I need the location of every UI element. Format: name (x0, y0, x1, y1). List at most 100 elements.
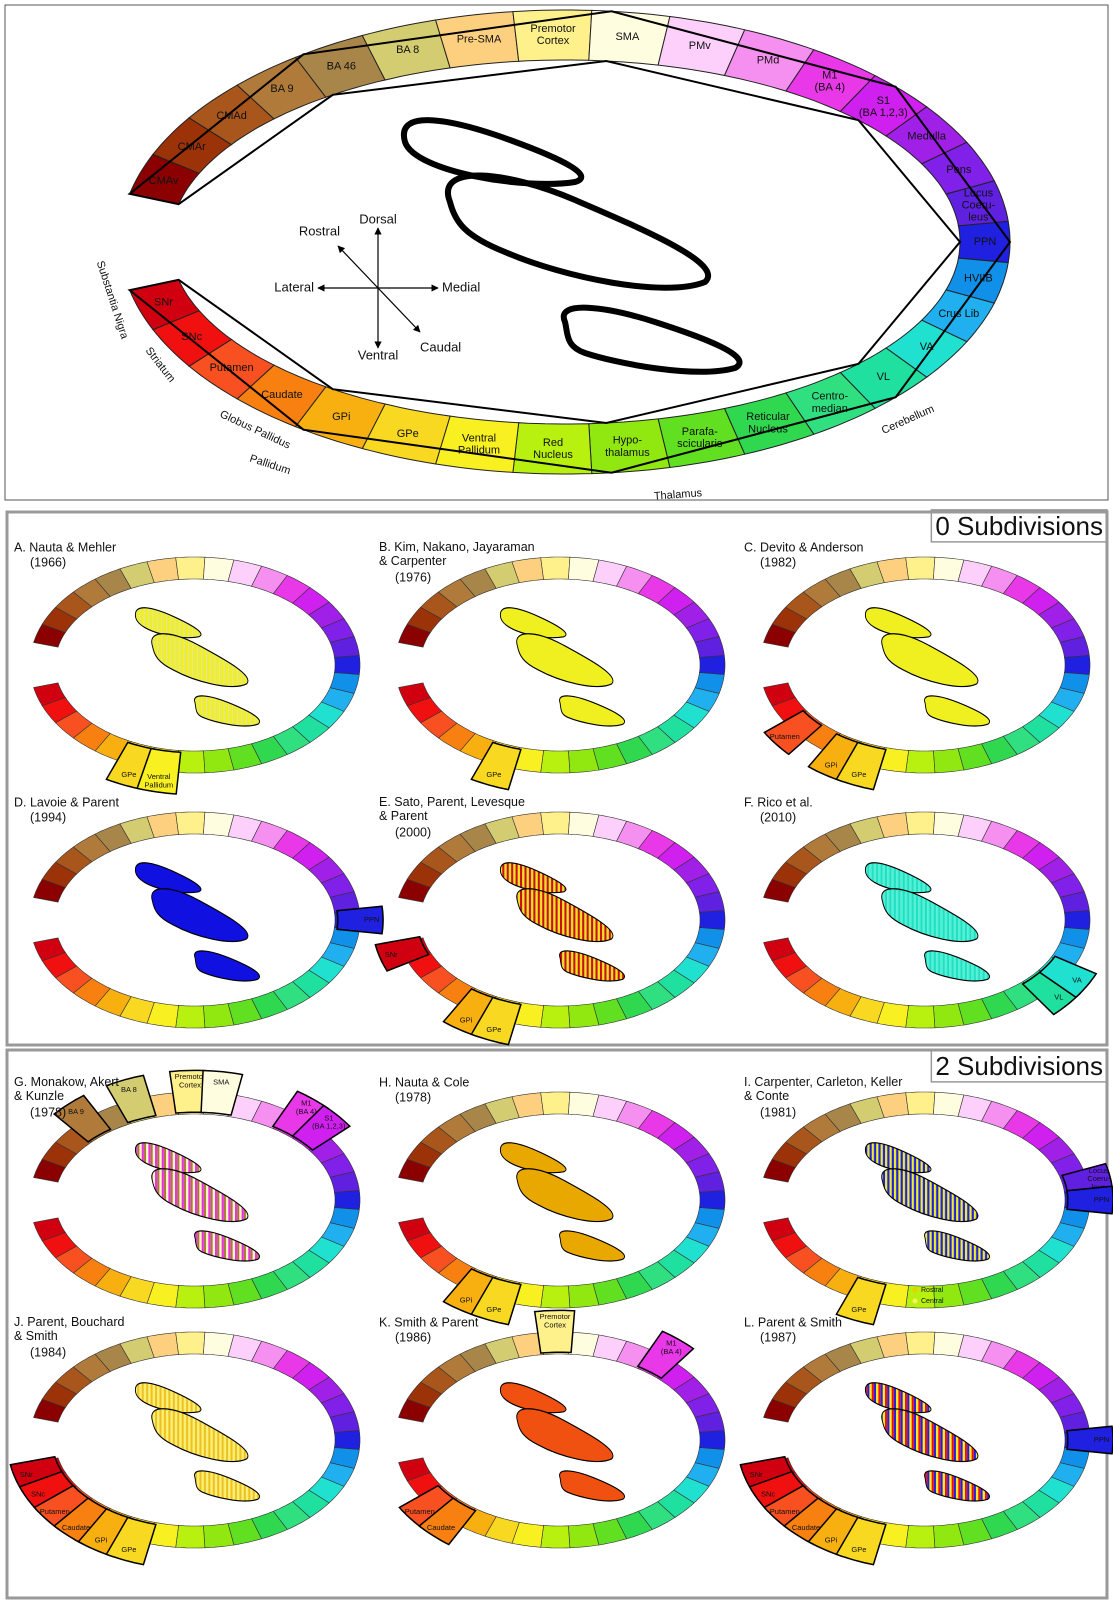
study-title: C. Devito & Anderson (744, 540, 864, 554)
segment-label: SNr (154, 297, 173, 309)
nucleus (135, 862, 202, 894)
highlight-label: SNc (31, 1489, 45, 1498)
highlight-label: Caudate (792, 1523, 820, 1532)
highlight-segment (105, 1074, 157, 1124)
ring-segment (905, 1525, 936, 1549)
segment-label: Premotor Cortex (530, 23, 576, 47)
nucleus (500, 1142, 567, 1174)
nucleus (151, 1408, 249, 1462)
segment-label: GPe (397, 428, 419, 440)
study-title: J. Parent, Bouchard & Smith (14, 1315, 125, 1343)
main-frame (4, 4, 1109, 501)
highlight-segment (77, 1507, 134, 1558)
ring-segment (540, 1285, 571, 1309)
highlight-label: BA 8 (121, 1085, 137, 1094)
segment-label: BA 9 (270, 83, 293, 95)
nucleus (881, 633, 979, 687)
highlight-segment (835, 741, 887, 791)
group-label: Thalamus (653, 487, 703, 502)
nuclei (865, 607, 990, 727)
nuclei (865, 1382, 990, 1502)
study-year: (1984) (30, 1345, 66, 1359)
panel-frame (5, 510, 1109, 1047)
nuclei (135, 1142, 260, 1262)
ring-segment (540, 750, 571, 774)
ring-segment (334, 1190, 361, 1210)
highlight-segment (9, 1455, 65, 1492)
highlight-label: GPe (121, 770, 136, 779)
highlight-label: SMA (213, 1077, 229, 1086)
highlight-label: GPi (825, 1535, 838, 1544)
highlight-segment (533, 1309, 576, 1354)
nuclei (500, 1382, 625, 1502)
legend-label: Rostral (921, 1287, 944, 1294)
study-year: (1982) (760, 555, 796, 569)
nucleus (151, 888, 249, 942)
ring-segment (540, 556, 571, 580)
highlight-segment (105, 1516, 157, 1566)
highlight-label: Premotor Cortex (175, 1072, 206, 1089)
direction-label: Medial (442, 279, 480, 294)
highlight-segment (763, 1484, 823, 1531)
highlight-segment (291, 1104, 352, 1152)
segment-label: Reticular Nucleus (746, 411, 790, 435)
highlight-segment (763, 709, 823, 756)
direction-label: Ventral (358, 347, 399, 362)
highlight-label: SNr (750, 1470, 763, 1479)
legend-dot (912, 1298, 918, 1304)
highlight-label: GPe (121, 1545, 136, 1554)
ring-segment (540, 1005, 571, 1029)
highlight-label: Putamen (40, 1507, 70, 1516)
highlight-segment (807, 732, 864, 783)
highlight-label: Putamen (770, 732, 800, 741)
panel-title-box (930, 509, 1108, 543)
highlight-label: PPN (1094, 1435, 1109, 1444)
highlight-segment (470, 741, 522, 791)
ring-segment (905, 1331, 936, 1355)
ring-segment (398, 1457, 431, 1482)
segment-label: CMAv (149, 175, 179, 187)
ring-segment (699, 1430, 726, 1450)
highlight-segment (200, 1069, 244, 1116)
highlight-segment (835, 1516, 887, 1566)
group-label: Pallidum (248, 453, 292, 477)
study-year: (1978) (395, 1090, 431, 1104)
nucleus (924, 695, 990, 727)
ring-segment (763, 1217, 796, 1242)
nuclei (865, 862, 990, 982)
nuclei (135, 607, 260, 727)
highlight-label: GPi (95, 1535, 108, 1544)
ring-segment (905, 811, 936, 835)
segment-label: Pre-SMA (457, 33, 502, 45)
segment-label: Parafa-scicularis (677, 426, 723, 450)
nuclei (500, 1142, 625, 1262)
nucleus (500, 607, 567, 639)
group-label: Cerebellum (880, 403, 936, 437)
study-title: K. Smith & Parent (379, 1315, 479, 1329)
nucleus (516, 1168, 614, 1222)
highlight-label: GPi (460, 1295, 473, 1304)
panel-frame (5, 1048, 1109, 1600)
study-year: (1994) (30, 810, 66, 824)
segment-label: HVIIB (964, 273, 993, 285)
highlight-label: PPN (364, 915, 379, 924)
nucleus (559, 1470, 625, 1502)
nucleus (924, 1470, 990, 1502)
study-title: E. Sato, Parent, Levesque & Parent (379, 795, 525, 823)
group-label: Substantia Nigra (94, 259, 131, 341)
nuclei (500, 607, 625, 727)
highlight-segment (336, 905, 384, 935)
study-title: A. Nauta & Mehler (14, 540, 116, 554)
nuclei (500, 862, 625, 982)
highlight-segment (748, 1470, 807, 1513)
highlight-label: PPN (1094, 1195, 1109, 1204)
highlight-label: GPe (851, 1305, 866, 1314)
highlight-segment (442, 1267, 499, 1318)
highlight-segment (1038, 955, 1098, 999)
segment-label: SNc (181, 331, 202, 343)
segment-label: Caudate (261, 389, 303, 401)
direction-label: Lateral (274, 279, 314, 294)
ring-segment (175, 811, 206, 835)
ring-segment (175, 1005, 206, 1029)
